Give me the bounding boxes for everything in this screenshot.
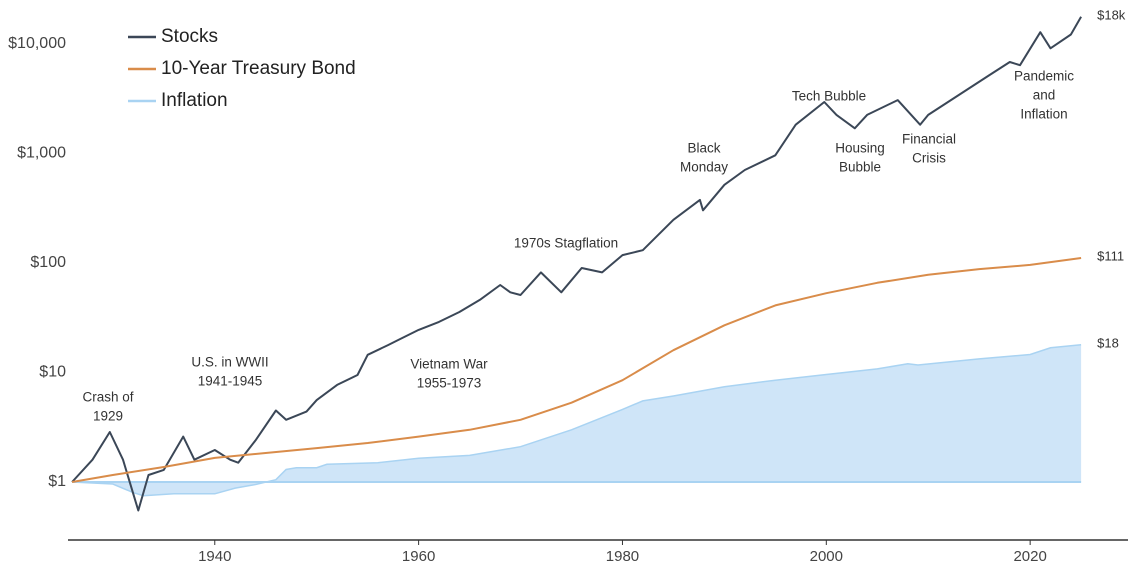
annotation: Black — [687, 141, 720, 156]
inflation-line — [72, 344, 1082, 497]
legend-label: Inflation — [161, 90, 228, 111]
annotation: Crisis — [912, 151, 946, 166]
annotation: 1929 — [93, 409, 123, 424]
y-tick-label: $10 — [39, 364, 66, 381]
series-line — [71, 16, 1082, 512]
x-tick-label: 2000 — [810, 548, 843, 565]
annotation: Tech Bubble — [792, 89, 866, 104]
y-tick-label: $1 — [48, 473, 66, 490]
annotation: 1970s Stagflation — [514, 236, 618, 251]
y-tick-label: $10,000 — [8, 35, 66, 52]
annotation: U.S. in WWII — [191, 355, 268, 370]
y-tick-label: $100 — [30, 254, 66, 271]
annotation: Bubble — [839, 160, 881, 175]
end-label: $18 — [1097, 335, 1119, 350]
annotation: Housing — [835, 141, 885, 156]
annotation: Vietnam War — [410, 357, 488, 372]
x-tick-label: 1960 — [402, 548, 435, 565]
legend-label: Stocks — [161, 26, 218, 47]
x-tick-label: 1940 — [198, 548, 231, 565]
legend-label: 10-Year Treasury Bond — [161, 58, 356, 79]
annotation: 1941-1945 — [198, 374, 263, 389]
inflation-area — [72, 344, 1082, 496]
annotation: Crash of — [82, 390, 133, 405]
series-line — [71, 257, 1082, 483]
annotation: 1955-1973 — [417, 376, 482, 391]
end-label: $111 — [1097, 248, 1124, 263]
annotation: and — [1033, 88, 1056, 103]
end-label: $18k — [1097, 7, 1126, 22]
x-tick-label: 1980 — [606, 548, 639, 565]
y-tick-label: $1,000 — [17, 145, 66, 162]
annotation: Financial — [902, 132, 956, 147]
annotation: Inflation — [1020, 107, 1067, 122]
x-tick-label: 2020 — [1013, 548, 1046, 565]
annotation: Pandemic — [1014, 69, 1074, 84]
annotation: Monday — [680, 160, 728, 175]
